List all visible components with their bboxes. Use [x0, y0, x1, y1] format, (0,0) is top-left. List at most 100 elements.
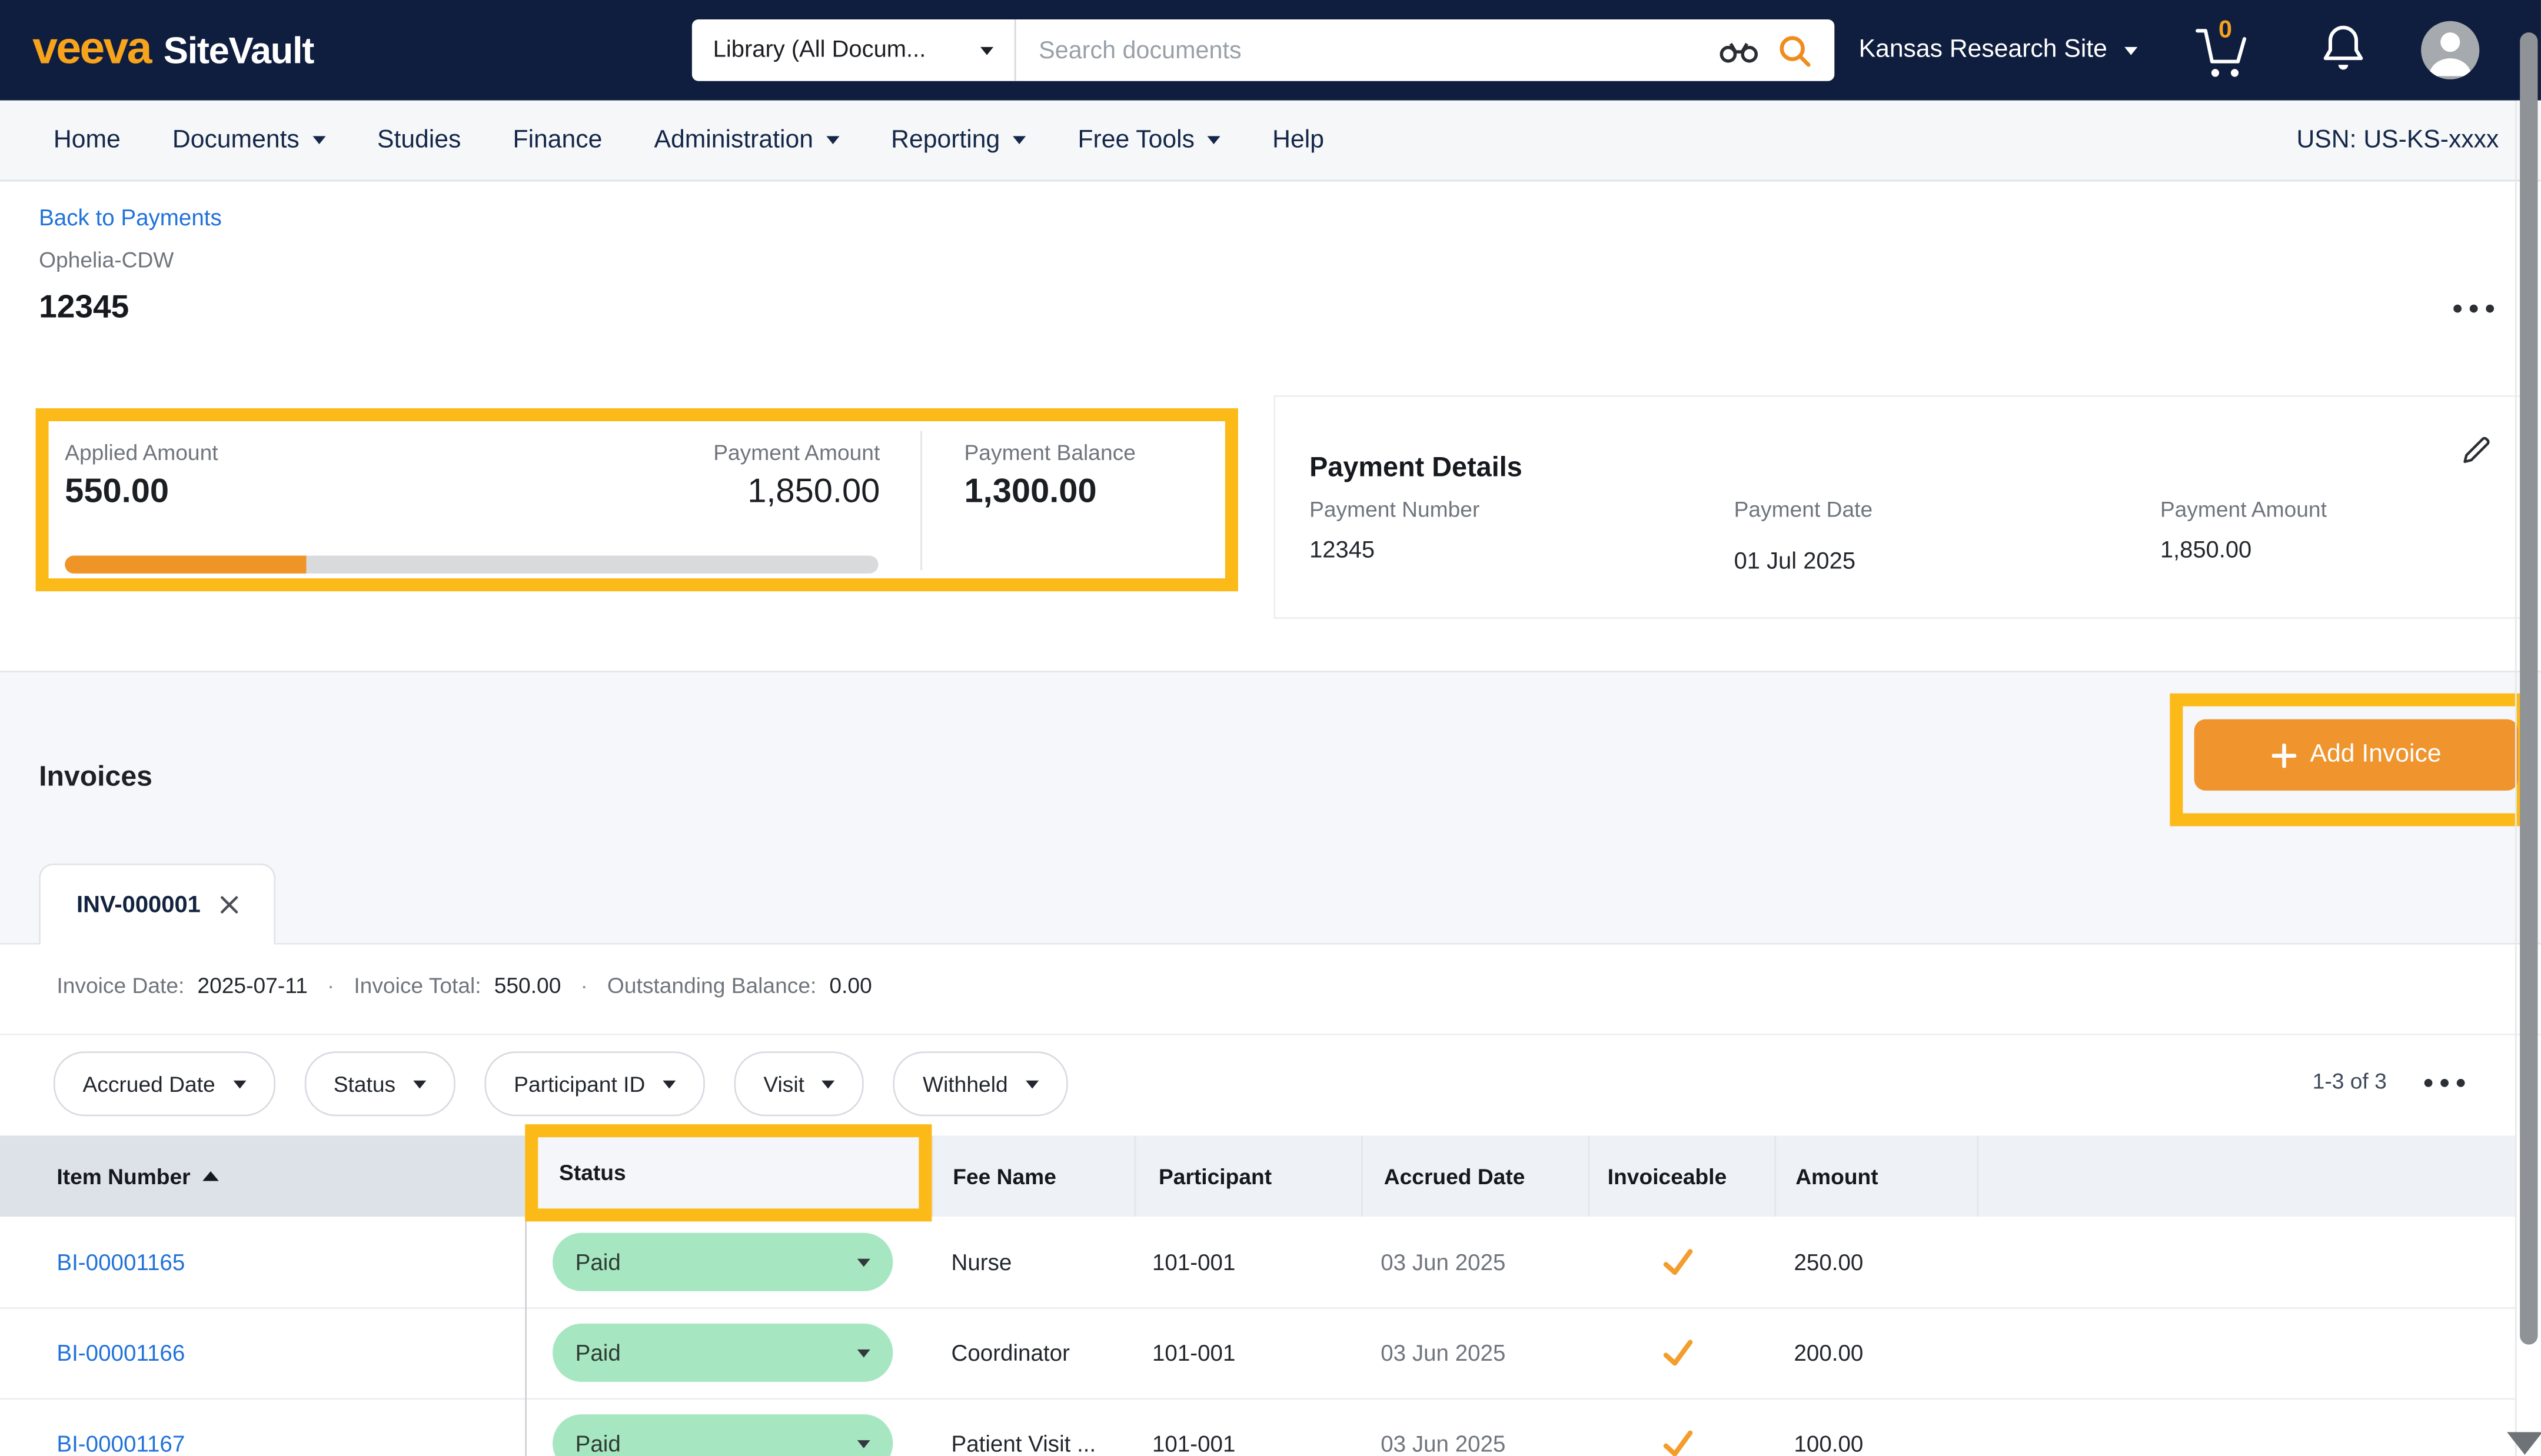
usn-label: USN: US-KS-xxxx [2296, 101, 2499, 182]
applied-amount-block: Applied Amount 550.00 [65, 441, 218, 512]
avatar[interactable] [2421, 21, 2479, 79]
notifications-bell-icon[interactable] [2320, 23, 2366, 83]
payment-amount-value: 1,850.00 [713, 473, 880, 512]
outstanding-balance-label: Outstanding Balance: [607, 974, 816, 998]
item-number-link[interactable]: BI-00001165 [56, 1217, 185, 1307]
tab-close-icon[interactable] [220, 896, 238, 914]
site-selector[interactable]: Kansas Research Site [1859, 0, 2138, 101]
fee-name-cell: Coordinator [951, 1307, 1142, 1398]
outstanding-balance-value: 0.00 [829, 974, 872, 998]
chevron-down-icon [233, 1079, 246, 1088]
invoices-section: Invoices Add Invoice [0, 671, 2541, 943]
chevron-down-icon [312, 136, 325, 144]
table-row: BI-00001166 Paid Coordinator 101-001 03 … [0, 1307, 2515, 1400]
page-actions-kebab[interactable] [2453, 305, 2494, 313]
payment-number-value: 12345 [1309, 538, 1479, 564]
invoiceable-check-icon [1662, 1307, 1693, 1398]
nav-label: Administration [654, 125, 813, 155]
filter-label: Withheld [923, 1072, 1008, 1096]
invoice-date-label: Invoice Date: [56, 974, 184, 998]
applied-amount-progressbar [65, 556, 878, 574]
search-input[interactable] [1016, 36, 1720, 64]
invoice-items-table-header: Item Number Fee Name Participant Accrued… [0, 1135, 2515, 1217]
chevron-down-icon [1208, 136, 1220, 144]
chevron-down-icon [822, 1079, 835, 1088]
accrued-date-cell: 03 Jun 2025 [1381, 1398, 1505, 1456]
divider [920, 431, 922, 571]
chevron-down-icon [857, 1349, 870, 1357]
nav-item-reporting[interactable]: Reporting [865, 101, 1052, 180]
chevron-down-icon [413, 1079, 426, 1088]
applied-amount-label: Applied Amount [65, 441, 218, 465]
table-row: BI-00001165 Paid Nurse 101-001 03 Jun 20… [0, 1217, 2515, 1309]
filter-accrued-date[interactable]: Accrued Date [54, 1051, 275, 1116]
column-header-participant[interactable]: Participant [1135, 1135, 1362, 1217]
edit-pencil-icon[interactable] [2462, 436, 2491, 473]
payment-amount-detail-value: 1,850.00 [2160, 538, 2327, 564]
invoice-detail-panel: Invoice Date:2025-07-11 · Invoice Total:… [0, 943, 2541, 1456]
payment-details-card: Payment Details Payment Number 12345 Pay… [1273, 395, 2521, 619]
chevron-down-icon [857, 1258, 870, 1266]
cart-button[interactable]: 0 [2191, 21, 2266, 83]
invoice-total-meta: Invoice Total:550.00 [354, 974, 561, 998]
nav-label: Home [54, 125, 121, 155]
back-to-payments-link[interactable]: Back to Payments [39, 204, 222, 230]
participant-cell: 101-001 [1152, 1217, 1236, 1307]
nav-label: Reporting [891, 125, 1000, 155]
column-header-amount[interactable]: Amount [1774, 1135, 1977, 1217]
invoices-title: Invoices [39, 759, 152, 793]
column-header-invoiceable[interactable]: Invoiceable [1588, 1135, 1775, 1217]
nav-label: Studies [377, 125, 461, 155]
payment-amount-field: Payment Amount 1,850.00 [2160, 497, 2327, 564]
invoice-total-value: 550.00 [494, 974, 561, 998]
nav-item-free-tools[interactable]: Free Tools [1052, 101, 1246, 180]
chevron-down-icon [826, 136, 839, 144]
filter-participant-id[interactable]: Participant ID [485, 1051, 706, 1116]
filter-status[interactable]: Status [304, 1051, 455, 1116]
scrollbar-thumb[interactable] [2520, 32, 2537, 1345]
fee-name-cell: Nurse [951, 1217, 1142, 1307]
status-dropdown[interactable]: Paid [553, 1324, 893, 1382]
item-number-link[interactable]: BI-00001166 [56, 1307, 185, 1398]
main-nav: Home Documents Studies Finance Administr… [0, 101, 2541, 182]
column-label: Accrued Date [1384, 1164, 1525, 1188]
column-header-accrued-date[interactable]: Accrued Date [1361, 1135, 1588, 1217]
app: veeva SiteVault Library (All Docum... [0, 0, 2541, 1456]
study-name: Ophelia-CDW [39, 248, 174, 272]
payment-balance-label: Payment Balance [964, 441, 1136, 465]
status-dropdown[interactable]: Paid [553, 1233, 893, 1291]
table-actions-kebab[interactable] [2424, 1079, 2465, 1087]
search-icon[interactable] [1778, 33, 1812, 67]
tab-inv-000001[interactable]: INV-000001 [39, 864, 275, 945]
filter-label: Visit [763, 1072, 804, 1096]
nav-item-studies[interactable]: Studies [351, 101, 487, 180]
nav-item-documents[interactable]: Documents [147, 101, 351, 180]
filter-visit[interactable]: Visit [734, 1051, 864, 1116]
nav-item-finance[interactable]: Finance [487, 101, 628, 180]
status-value: Paid [576, 1249, 621, 1275]
nav-item-administration[interactable]: Administration [628, 101, 865, 180]
payment-amount-detail-label: Payment Amount [2160, 497, 2327, 521]
filter-withheld[interactable]: Withheld [893, 1051, 1067, 1116]
column-label: Participant [1159, 1164, 1272, 1188]
filter-bar: Accrued Date Status Participant ID Visit… [54, 1051, 1068, 1116]
nav-item-help[interactable]: Help [1246, 101, 1350, 180]
filter-label: Accrued Date [82, 1072, 215, 1096]
logo[interactable]: veeva SiteVault [32, 21, 314, 76]
binoculars-icon[interactable] [1720, 37, 1758, 63]
add-invoice-button[interactable]: Add Invoice [2194, 719, 2519, 791]
column-header-item-number[interactable]: Item Number [0, 1135, 525, 1217]
column-header-fee-name[interactable]: Fee Name [932, 1135, 1134, 1217]
sort-ascending-icon [202, 1171, 218, 1181]
column-label: Item Number [56, 1164, 190, 1188]
nav-item-home[interactable]: Home [28, 101, 147, 180]
chevron-down-icon [1026, 1079, 1039, 1088]
search-scope-dropdown[interactable]: Library (All Docum... [692, 19, 1016, 81]
payment-amount-label: Payment Amount [713, 441, 880, 465]
status-dropdown[interactable]: Paid [553, 1414, 893, 1456]
sitevault-logo: SiteVault [164, 29, 314, 73]
scroll-down-arrow-icon [2507, 1432, 2541, 1455]
accrued-date-cell: 03 Jun 2025 [1381, 1307, 1505, 1398]
item-number-link[interactable]: BI-00001167 [56, 1398, 185, 1456]
dot-separator: · [580, 974, 587, 998]
